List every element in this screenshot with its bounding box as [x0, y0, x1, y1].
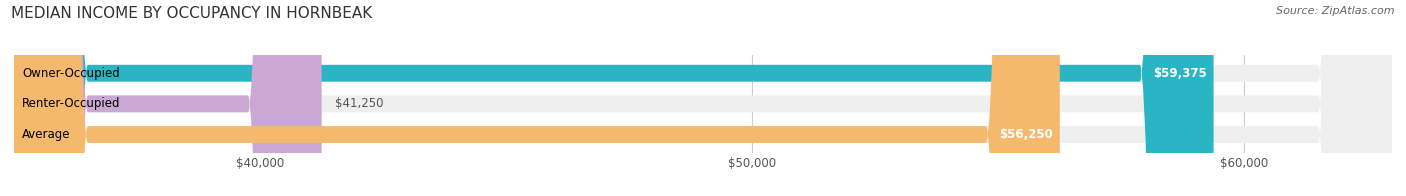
- Text: Owner-Occupied: Owner-Occupied: [22, 67, 120, 80]
- Text: Source: ZipAtlas.com: Source: ZipAtlas.com: [1277, 6, 1395, 16]
- FancyBboxPatch shape: [14, 0, 322, 196]
- Text: $41,250: $41,250: [336, 97, 384, 110]
- Text: Average: Average: [22, 128, 70, 141]
- FancyBboxPatch shape: [14, 0, 1213, 196]
- FancyBboxPatch shape: [14, 0, 1392, 196]
- FancyBboxPatch shape: [14, 0, 1060, 196]
- Text: MEDIAN INCOME BY OCCUPANCY IN HORNBEAK: MEDIAN INCOME BY OCCUPANCY IN HORNBEAK: [11, 6, 373, 21]
- FancyBboxPatch shape: [14, 0, 1392, 196]
- Text: $56,250: $56,250: [1000, 128, 1053, 141]
- Text: $59,375: $59,375: [1153, 67, 1206, 80]
- Text: Renter-Occupied: Renter-Occupied: [22, 97, 121, 110]
- FancyBboxPatch shape: [14, 0, 1392, 196]
